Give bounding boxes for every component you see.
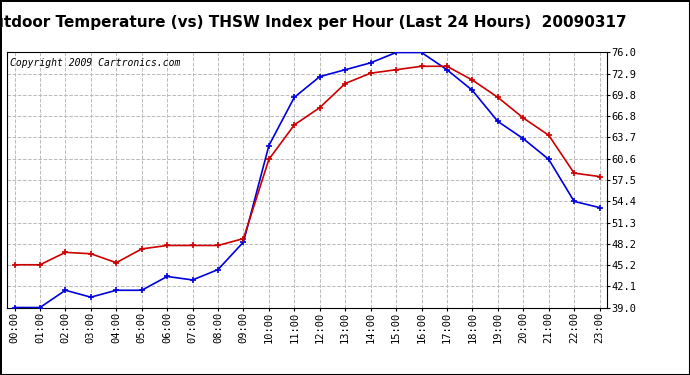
Text: Copyright 2009 Cartronics.com: Copyright 2009 Cartronics.com (10, 58, 180, 68)
Text: Outdoor Temperature (vs) THSW Index per Hour (Last 24 Hours)  20090317: Outdoor Temperature (vs) THSW Index per … (0, 15, 627, 30)
